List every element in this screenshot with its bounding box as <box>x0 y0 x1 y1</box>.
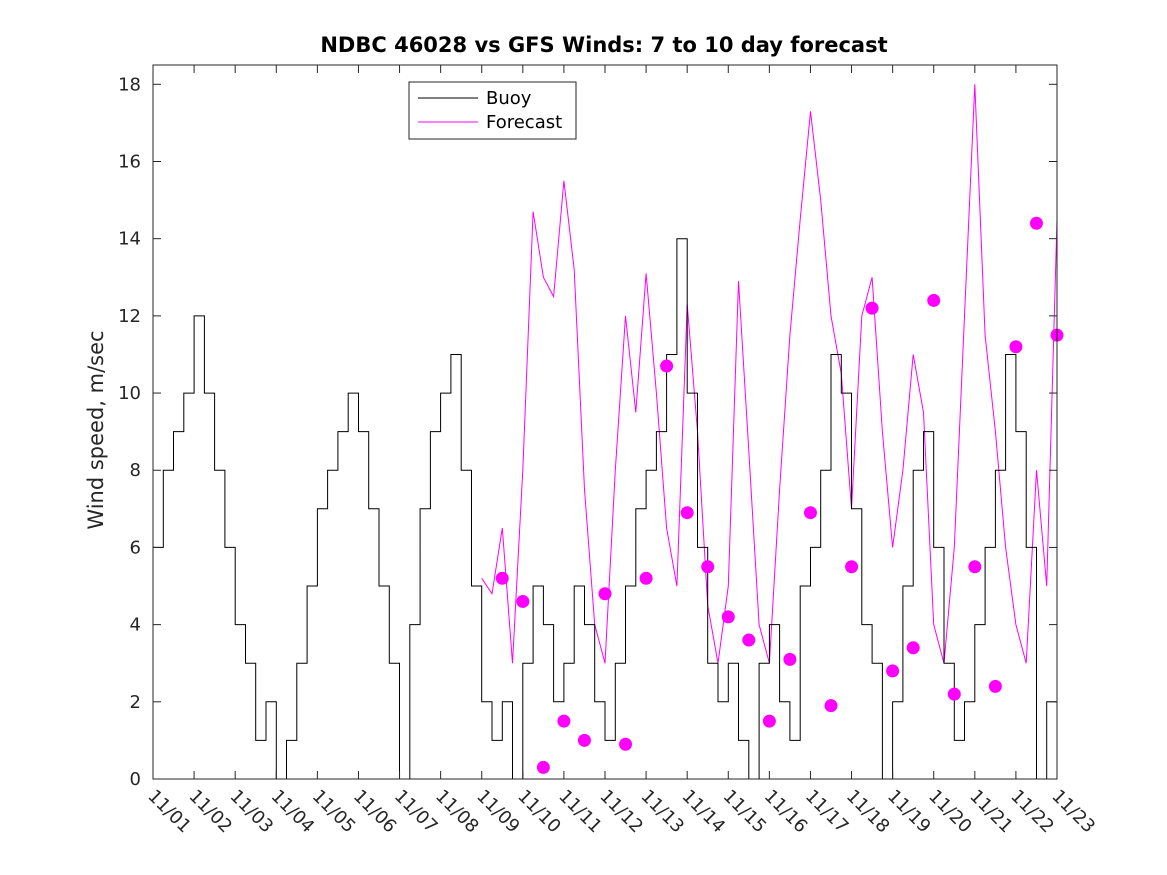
forecast-marker <box>988 679 1002 693</box>
chart-title: NDBC 46028 vs GFS Winds: 7 to 10 day for… <box>320 33 887 57</box>
plot-area <box>153 65 1057 779</box>
forecast-marker <box>536 760 550 774</box>
y-tick-label: 0 <box>130 769 141 790</box>
forecast-marker <box>968 560 982 574</box>
y-tick-label: 10 <box>118 383 141 404</box>
forecast-marker <box>906 641 920 655</box>
plot-frame <box>152 64 1058 780</box>
forecast-marker <box>721 610 735 624</box>
y-tick-label: 2 <box>130 692 141 713</box>
y-tick-label: 4 <box>130 615 141 636</box>
y-tick-label: 16 <box>118 151 141 172</box>
y-tick-label: 14 <box>118 229 141 250</box>
forecast-marker <box>701 560 715 574</box>
legend-forecast-label: Forecast <box>486 112 562 133</box>
legend-box <box>408 81 577 140</box>
y-axis-label: Wind speed, m/sec <box>84 330 108 529</box>
legend-buoy-label: Buoy <box>486 88 532 109</box>
forecast-marker <box>619 737 633 751</box>
forecast-marker <box>783 652 797 666</box>
forecast-marker <box>516 594 530 608</box>
forecast-marker <box>1009 340 1023 354</box>
forecast-marker <box>762 714 776 728</box>
y-tick-label: 8 <box>130 460 141 481</box>
forecast-marker <box>742 633 756 647</box>
forecast-marker <box>1029 216 1043 230</box>
y-tick-label: 6 <box>130 537 141 558</box>
legend: Buoy Forecast <box>408 81 577 140</box>
buoy-line <box>153 238 1058 780</box>
series-layer <box>153 84 1064 780</box>
forecast-marker <box>886 664 900 678</box>
forecast-marker <box>495 571 509 585</box>
forecast-marker <box>680 506 694 520</box>
forecast-marker <box>865 301 879 315</box>
forecast-marker <box>660 359 674 373</box>
forecast-marker <box>557 714 571 728</box>
forecast-marker <box>803 506 817 520</box>
forecast-marker <box>598 587 612 601</box>
forecast-marker <box>947 687 961 701</box>
forecast-marker <box>577 733 591 747</box>
y-tick-label: 18 <box>118 74 141 95</box>
forecast-marker <box>845 560 859 574</box>
y-tick-label: 12 <box>118 306 141 327</box>
forecast-marker <box>927 293 941 307</box>
forecast-marker <box>824 699 838 713</box>
forecast-marker <box>639 571 653 585</box>
